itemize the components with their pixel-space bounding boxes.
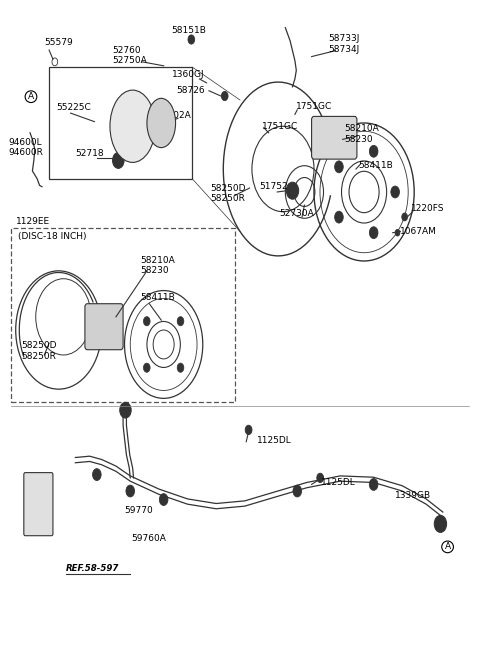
Circle shape (370, 145, 378, 157)
Text: 1067AM: 1067AM (400, 227, 437, 236)
Circle shape (245, 425, 252, 434)
Text: A: A (28, 92, 34, 101)
Text: 94600L
94600R: 94600L 94600R (9, 137, 43, 157)
Ellipse shape (147, 98, 176, 148)
Text: 58210A
58230: 58210A 58230 (344, 125, 379, 144)
Text: 58250D
58250R: 58250D 58250R (210, 183, 246, 203)
Circle shape (177, 317, 184, 326)
Circle shape (120, 403, 131, 418)
Text: 55225C: 55225C (56, 104, 91, 112)
Text: 1129EE: 1129EE (16, 217, 50, 226)
Circle shape (370, 227, 378, 238)
Text: A: A (444, 543, 451, 551)
Text: 38002A: 38002A (156, 112, 191, 120)
Circle shape (159, 494, 168, 506)
Ellipse shape (110, 90, 156, 162)
Text: 58411B: 58411B (359, 161, 393, 170)
Text: 55579: 55579 (44, 38, 73, 47)
Circle shape (395, 230, 400, 236)
Circle shape (93, 469, 101, 480)
Text: 59770: 59770 (124, 506, 153, 515)
Text: 58210A
58230: 58210A 58230 (140, 256, 175, 275)
Text: 58726: 58726 (177, 86, 205, 95)
Text: 51752: 51752 (259, 182, 288, 191)
Text: 1125DL: 1125DL (321, 478, 356, 487)
Text: 52730A: 52730A (280, 209, 314, 218)
FancyBboxPatch shape (24, 473, 53, 536)
Circle shape (144, 317, 150, 326)
Text: 58250D
58250R: 58250D 58250R (22, 341, 57, 361)
FancyBboxPatch shape (11, 228, 235, 403)
FancyBboxPatch shape (49, 67, 192, 179)
Text: 1339GB: 1339GB (395, 491, 431, 500)
Text: (DISC-18 INCH): (DISC-18 INCH) (18, 232, 86, 240)
Text: 58733J
58734J: 58733J 58734J (329, 34, 360, 54)
Circle shape (369, 478, 378, 490)
Circle shape (335, 161, 343, 173)
Circle shape (113, 152, 124, 168)
Circle shape (335, 211, 343, 223)
Circle shape (144, 363, 150, 372)
Text: 52718: 52718 (75, 149, 104, 158)
Text: 1751GC: 1751GC (296, 102, 333, 111)
Text: 58411B: 58411B (141, 292, 176, 302)
Circle shape (391, 186, 399, 198)
Text: 52760
52750A: 52760 52750A (112, 46, 147, 65)
Circle shape (126, 485, 134, 497)
Text: 1125DL: 1125DL (257, 436, 291, 445)
Text: 59760A: 59760A (131, 535, 166, 543)
Circle shape (434, 515, 446, 533)
Text: 1220FS: 1220FS (411, 204, 444, 213)
Circle shape (286, 182, 299, 199)
Text: 1360GJ: 1360GJ (172, 71, 205, 79)
Circle shape (221, 92, 228, 100)
Text: 58151B: 58151B (171, 26, 205, 36)
Circle shape (177, 363, 184, 372)
Circle shape (402, 213, 408, 221)
Circle shape (317, 473, 324, 482)
FancyBboxPatch shape (85, 304, 123, 350)
FancyBboxPatch shape (312, 116, 357, 159)
Circle shape (188, 35, 195, 44)
Text: 1751GC: 1751GC (262, 121, 298, 131)
Text: REF.58-597: REF.58-597 (66, 564, 119, 573)
Circle shape (293, 485, 301, 497)
